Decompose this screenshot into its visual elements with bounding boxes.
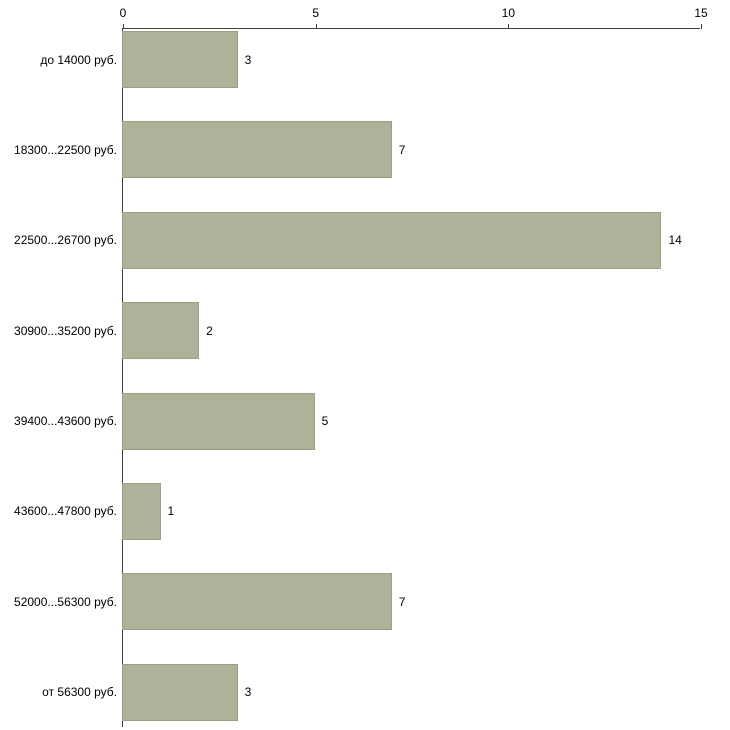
value-label: 3 [244, 52, 252, 67]
bar-row: до 14000 руб. 3 [0, 31, 730, 118]
bar-rows: до 14000 руб. 3 18300...22500 руб. 7 22500..… [0, 28, 730, 730]
bar-row: 43600...47800 руб. 1 [0, 482, 730, 570]
bar-track: 14 [122, 211, 700, 269]
bar [122, 573, 392, 631]
bar-row: 39400...43600 руб. 5 [0, 392, 730, 480]
x-axis-tick-label: 10 [501, 6, 516, 20]
bar [122, 663, 238, 721]
bar-track: 5 [122, 392, 700, 450]
x-axis-tick [123, 24, 124, 29]
bar-track: 3 [122, 31, 700, 88]
bar-track: 3 [122, 663, 700, 721]
category-label: 43600...47800 руб. [14, 504, 117, 519]
bar-track: 2 [122, 302, 700, 360]
bar-row: 18300...22500 руб. 7 [0, 121, 730, 208]
bar [122, 302, 200, 360]
x-axis-tick-label: 15 [694, 6, 708, 20]
bar [122, 31, 238, 88]
plot-area: 0 5 10 15 [120, 6, 708, 727]
value-label: 7 [398, 142, 406, 157]
category-label: от 56300 руб. [42, 685, 117, 700]
bar [122, 482, 161, 540]
bar-track: 1 [122, 482, 700, 540]
category-label: 18300...22500 руб. [14, 142, 117, 157]
bar-track: 7 [122, 573, 700, 631]
x-axis-tick-label: 0 [119, 6, 127, 20]
bar-track: 7 [122, 121, 700, 179]
bar-row: 30900...35200 руб. 2 [0, 302, 730, 389]
value-label: 3 [244, 685, 252, 700]
category-label: 30900...35200 руб. [14, 323, 117, 338]
bar [122, 211, 662, 269]
category-label: 52000...56300 руб. [14, 594, 117, 609]
x-axis-tick [701, 24, 702, 29]
category-label: до 14000 руб. [40, 52, 117, 67]
value-label: 14 [668, 233, 682, 248]
value-label: 7 [398, 594, 406, 609]
category-label: 39400...43600 руб. [14, 414, 117, 429]
value-label: 1 [167, 504, 175, 519]
x-axis-tick [315, 24, 317, 29]
bar-row: от 56300 руб. 3 [0, 663, 730, 730]
bar [122, 392, 315, 450]
category-label: 22500...26700 руб. [14, 233, 117, 248]
bar-row: 52000...56300 руб. 7 [0, 573, 730, 660]
x-axis-tick-label: 5 [312, 6, 319, 20]
value-label: 2 [206, 323, 213, 338]
bar [122, 121, 392, 179]
bar-row: 22500...26700 руб. 14 [0, 211, 730, 299]
value-label: 5 [321, 414, 329, 429]
x-axis-tick [508, 24, 510, 29]
